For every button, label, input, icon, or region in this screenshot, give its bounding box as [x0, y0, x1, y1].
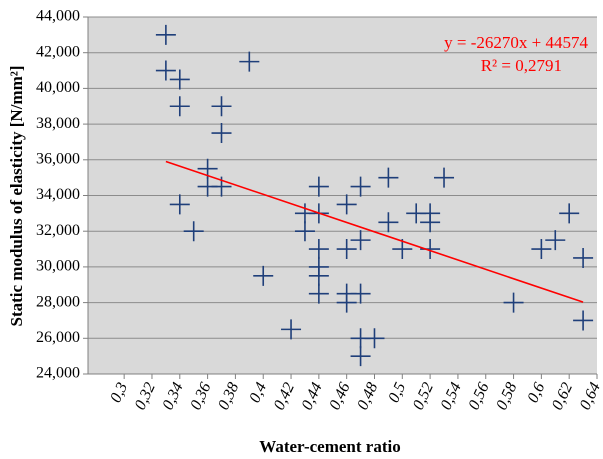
- point: [169, 69, 190, 90]
- point: [308, 265, 329, 286]
- trendline: [165, 160, 584, 303]
- x-tick-label: 0,5: [385, 380, 409, 405]
- point: [294, 221, 315, 242]
- point: [573, 310, 594, 331]
- point: [392, 239, 413, 260]
- point: [573, 247, 594, 268]
- point: [336, 194, 357, 215]
- y-tick-label: 36,000: [36, 150, 80, 167]
- point: [308, 239, 329, 260]
- point: [378, 167, 399, 188]
- x-tick-label: 0,38: [215, 380, 242, 413]
- point: [420, 212, 441, 233]
- y-tick-label: 42,000: [36, 43, 80, 60]
- x-tick-label: 0,54: [438, 380, 465, 413]
- x-tick-label: 0,42: [271, 380, 298, 413]
- x-tick-label: 0,36: [187, 380, 214, 413]
- y-axis-title: Static modulus of elasticity [N/mm²]: [7, 65, 26, 326]
- point: [545, 230, 566, 251]
- x-tick-label: 0,64: [577, 380, 603, 413]
- point: [531, 239, 552, 260]
- point: [364, 328, 385, 349]
- y-tick-label: 28,000: [36, 293, 80, 310]
- point: [308, 176, 329, 197]
- y-tick-label: 32,000: [36, 222, 80, 239]
- point: [350, 230, 371, 251]
- point: [308, 283, 329, 304]
- point: [169, 194, 190, 215]
- x-tick-label: 0,34: [159, 380, 186, 413]
- point: [155, 24, 176, 45]
- point: [378, 212, 399, 233]
- x-axis-title: Water-cement ratio: [259, 437, 400, 456]
- x-tick-label: 0,62: [549, 380, 576, 413]
- x-tick-label: 0,6: [524, 380, 548, 405]
- x-tick-label: 0,48: [354, 380, 381, 413]
- x-tick-label: 0,58: [493, 380, 520, 413]
- point: [336, 292, 357, 313]
- x-tick-label: 0,3: [107, 380, 131, 405]
- x-tick-label: 0,32: [132, 380, 159, 413]
- point: [503, 292, 524, 313]
- point: [155, 60, 176, 81]
- point: [350, 283, 371, 304]
- point: [239, 51, 260, 72]
- trend-r2: R² = 0,2791: [481, 56, 562, 75]
- point: [281, 319, 302, 340]
- point: [559, 203, 580, 224]
- point: [336, 239, 357, 260]
- point: [169, 96, 190, 117]
- x-tick-label: 0,44: [299, 380, 326, 413]
- y-tick-label: 44,000: [36, 8, 80, 25]
- x-tick-label: 0,4: [246, 380, 270, 405]
- y-tick-label: 40,000: [36, 79, 80, 96]
- point: [253, 265, 274, 286]
- point: [211, 123, 232, 144]
- y-tick-label: 26,000: [36, 329, 80, 346]
- x-tick-label: 0,52: [410, 380, 437, 413]
- x-tick-label: 0,46: [326, 380, 353, 413]
- point: [211, 96, 232, 117]
- point: [350, 346, 371, 367]
- y-tick-label: 24,000: [36, 365, 80, 382]
- y-tick-label: 30,000: [36, 258, 80, 275]
- y-tick-label: 38,000: [36, 115, 80, 132]
- point: [434, 167, 455, 188]
- trend-equation: y = -26270x + 44574: [444, 33, 588, 52]
- y-tick-label: 34,000: [36, 186, 80, 203]
- point: [350, 176, 371, 197]
- point: [183, 221, 204, 242]
- x-tick-label: 0,56: [465, 380, 492, 413]
